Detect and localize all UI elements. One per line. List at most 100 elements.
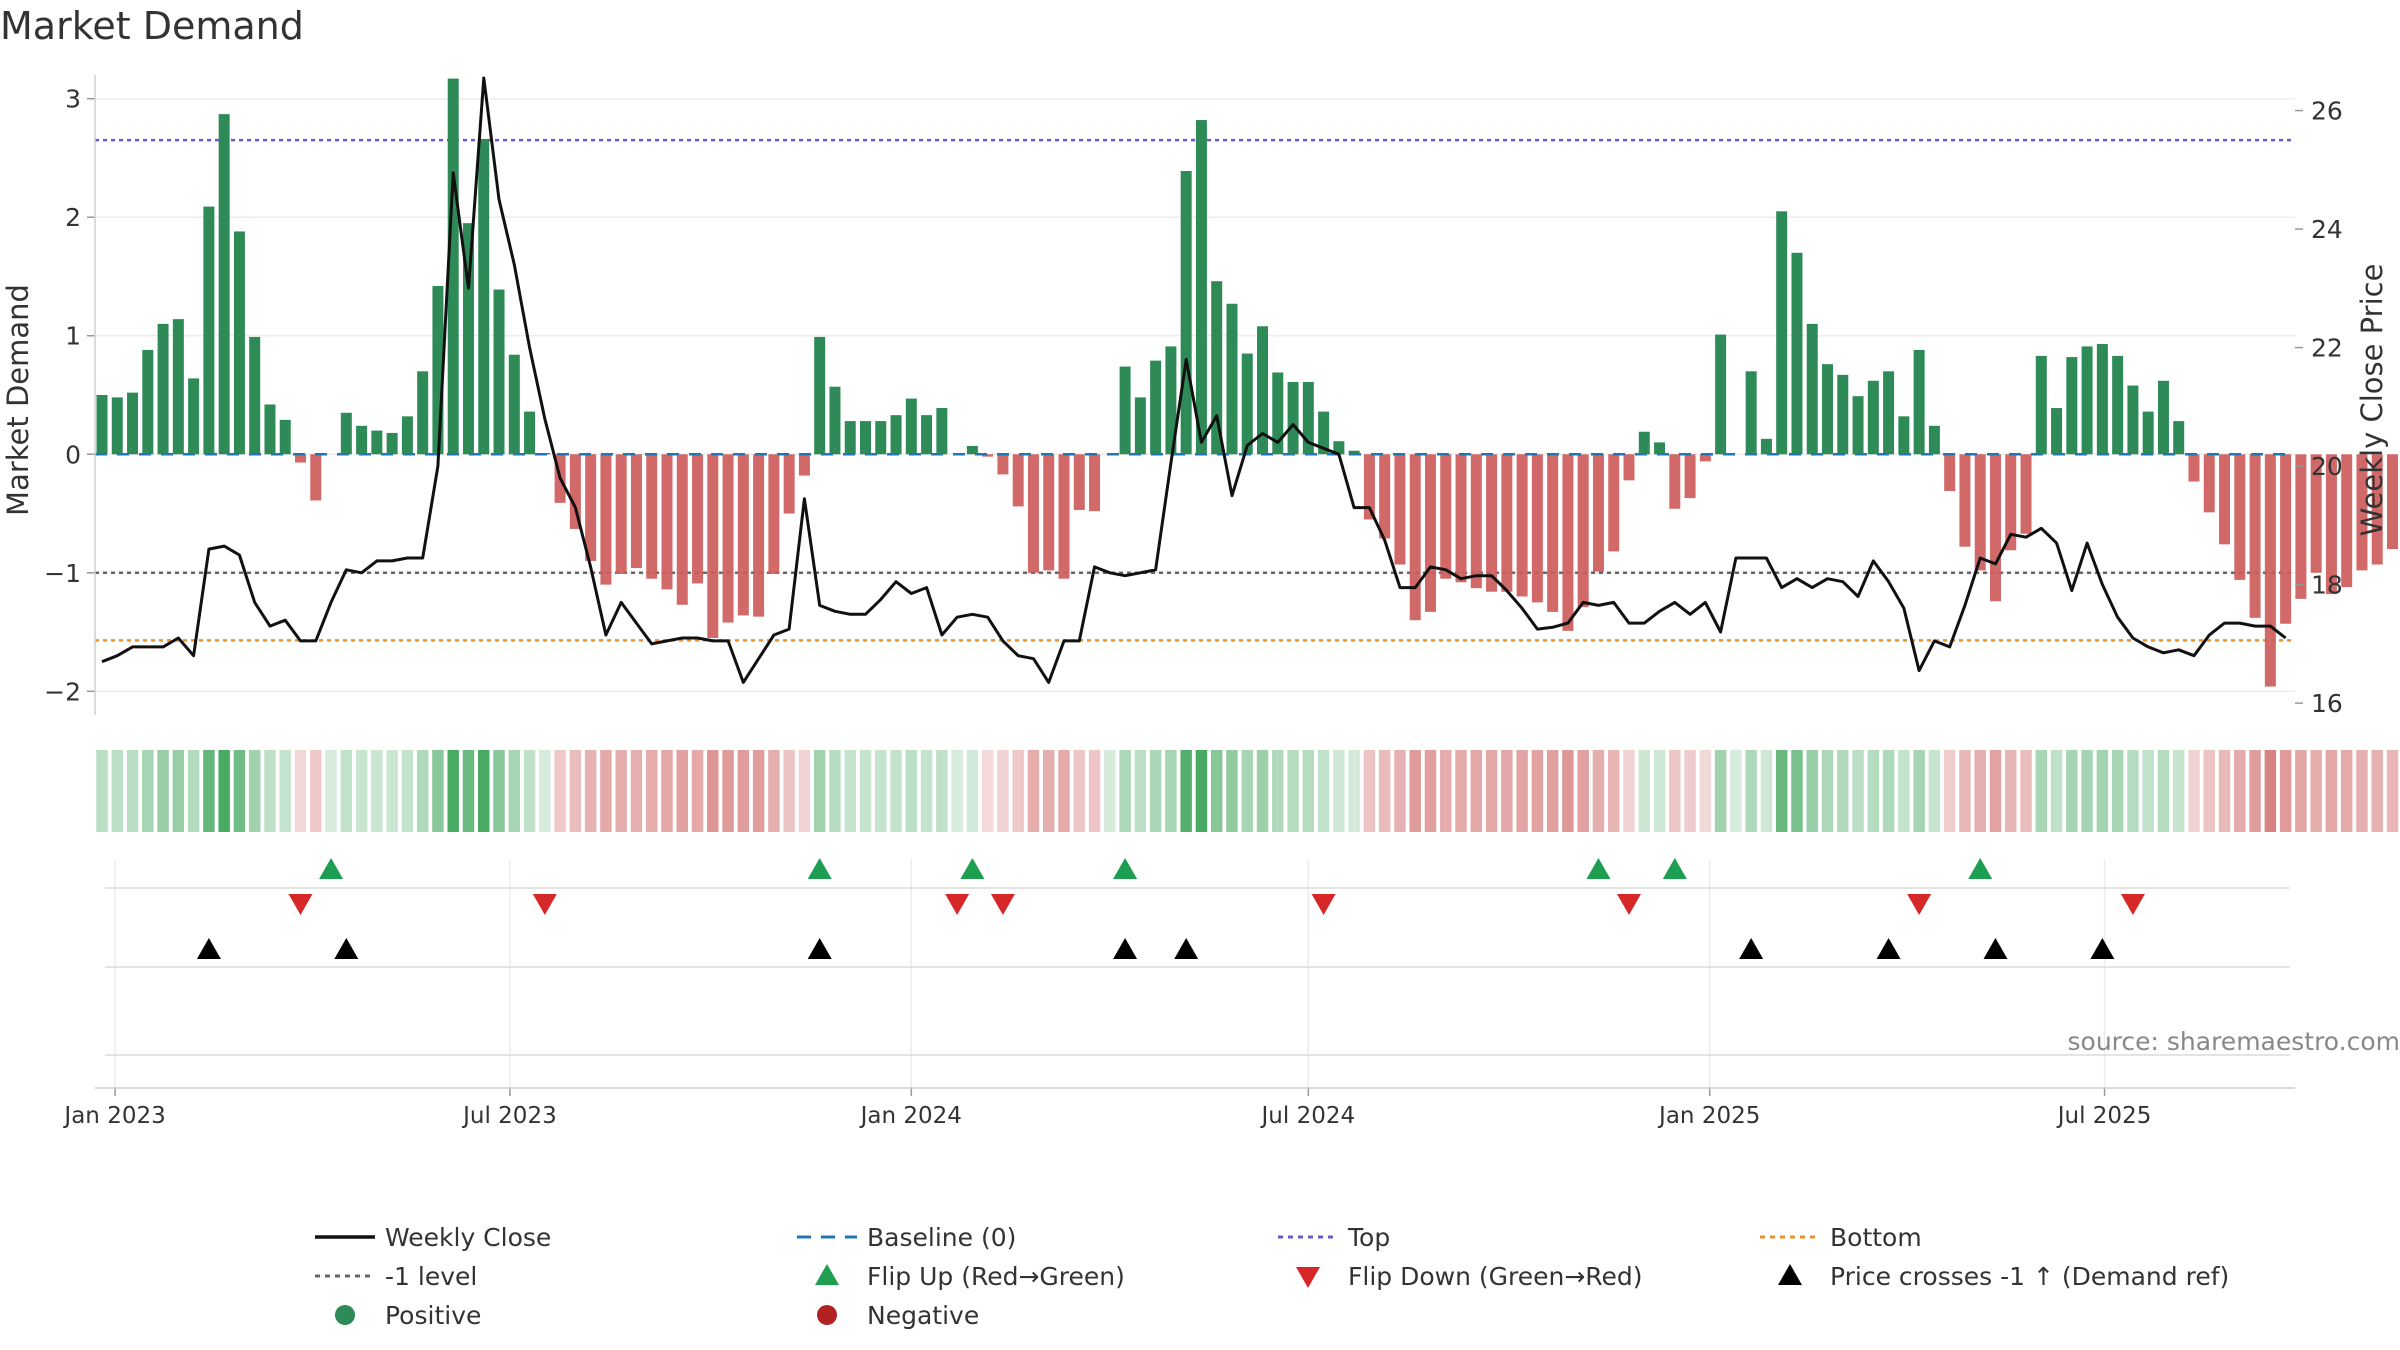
positive-demand-bar [1898, 416, 1910, 455]
positive-strip-cell [1714, 750, 1727, 832]
legend-label-1-level: -1 level [385, 1262, 477, 1291]
negative-demand-bar [1989, 454, 2001, 602]
positive-demand-bar [2157, 380, 2169, 455]
negative-demand-bar [2188, 454, 2200, 482]
negative-strip-cell [2005, 750, 2017, 832]
negative-demand-bar [2020, 454, 2032, 534]
negative-demand-bar [1699, 454, 1711, 462]
positive-demand-bar [356, 425, 368, 455]
positive-strip-cell [248, 750, 261, 832]
negative-demand-bar [692, 454, 704, 584]
negative-demand-bar [1043, 454, 1055, 571]
negative-strip-cell [2295, 750, 2307, 832]
positive-strip-cell [203, 750, 215, 832]
positive-strip-cell [875, 750, 887, 832]
positive-strip-cell [1241, 750, 1253, 832]
negative-strip-cell [1394, 750, 1406, 832]
positive-strip-cell [1287, 750, 1299, 832]
positive-demand-bar [218, 114, 230, 455]
positive-demand-bar [2127, 385, 2139, 455]
positive-strip-cell [1928, 750, 1941, 832]
positive-strip-cell [890, 750, 902, 832]
negative-strip-cell [768, 750, 780, 832]
positive-demand-bar [2096, 344, 2108, 455]
ytick-label-left: 0 [65, 440, 81, 469]
positive-strip-cell [1302, 750, 1315, 832]
negative-demand-bar [585, 454, 597, 561]
negative-strip-cell [1363, 750, 1376, 832]
positive-strip-cell [386, 750, 398, 832]
positive-strip-cell [1852, 750, 1864, 832]
xtick-label: Jan 2025 [1657, 1103, 1760, 1129]
positive-demand-bar [1257, 326, 1269, 455]
negative-demand-bar [798, 454, 810, 476]
positive-demand-bar [1715, 334, 1727, 455]
legend-swatch-price-crosses-1-demand-ref [1778, 1264, 1802, 1285]
negative-demand-bar [1577, 454, 1589, 608]
negative-demand-bar [2219, 454, 2231, 545]
negative-strip-cell [1485, 750, 1498, 832]
negative-strip-cell [1623, 750, 1635, 832]
flip-up-marker [319, 858, 344, 879]
negative-demand-bar [1409, 454, 1421, 621]
flip-down-marker [532, 894, 557, 915]
ytick-label-left: 3 [65, 85, 81, 114]
negative-strip-cell [691, 750, 704, 832]
positive-demand-bar [417, 371, 429, 455]
positive-strip-cell [1333, 750, 1345, 832]
negative-strip-cell [1470, 750, 1483, 832]
flip-up-marker [1662, 858, 1687, 879]
flip-down-marker [1311, 894, 1336, 915]
positive-strip-cell [1348, 750, 1360, 832]
positive-demand-bar [1287, 381, 1299, 455]
negative-strip-cell [2371, 750, 2383, 832]
positive-demand-bar [371, 430, 383, 455]
legend-label-bottom: Bottom [1830, 1223, 1922, 1252]
positive-strip-cell [2066, 750, 2078, 832]
price-cross-marker [196, 938, 221, 959]
price-cross-marker [1739, 938, 1764, 959]
negative-demand-bar [1073, 454, 1085, 510]
positive-strip-cell [1226, 750, 1238, 832]
positive-demand-bar [127, 392, 139, 455]
price-cross-marker [334, 938, 359, 959]
page-title: Market Demand [0, 4, 304, 48]
negative-strip-cell [2203, 750, 2215, 832]
negative-strip-cell [1699, 750, 1712, 832]
negative-strip-cell [1088, 750, 1101, 832]
negative-demand-bar [630, 454, 642, 569]
positive-demand-bar [1119, 366, 1131, 455]
positive-strip-cell [1730, 750, 1742, 832]
positive-demand-bar [386, 432, 398, 455]
negative-strip-cell [1073, 750, 1086, 832]
positive-strip-cell [1256, 750, 1269, 832]
positive-demand-bar [1883, 371, 1895, 455]
positive-strip-cell [2142, 750, 2154, 832]
positive-strip-cell [401, 750, 414, 832]
positive-demand-bar [1776, 211, 1788, 455]
negative-strip-cell [600, 750, 612, 832]
positive-demand-bar [1760, 438, 1772, 455]
negative-demand-bar [661, 454, 673, 590]
positive-demand-bar [233, 231, 245, 455]
positive-strip-cell [1210, 750, 1223, 832]
negative-demand-bar [1012, 454, 1024, 507]
negative-demand-bar [1455, 454, 1467, 583]
positive-demand-bar [2112, 355, 2124, 455]
negative-demand-bar [2387, 454, 2398, 550]
axes: 3 2 1 0 −1 −2 26 24 22 20 18 16 Market Demand Weekly … [1, 75, 2389, 718]
negative-strip-cell [2020, 750, 2032, 832]
positive-demand-bar [905, 398, 917, 455]
positive-demand-bar [1852, 396, 1864, 455]
positive-strip-cell [1195, 750, 1208, 832]
positive-demand-bar [1165, 346, 1177, 455]
negative-demand-bar [2356, 454, 2368, 571]
negative-demand-bar [1486, 454, 1498, 592]
positive-demand-bar [860, 421, 871, 455]
negative-demand-bar [1470, 454, 1482, 589]
negative-strip-cell [1989, 750, 2002, 832]
positive-strip-cell [1272, 750, 1284, 832]
positive-demand-bar [936, 408, 948, 455]
negative-strip-cell [1058, 750, 1070, 832]
positive-strip-cell [2127, 750, 2139, 832]
